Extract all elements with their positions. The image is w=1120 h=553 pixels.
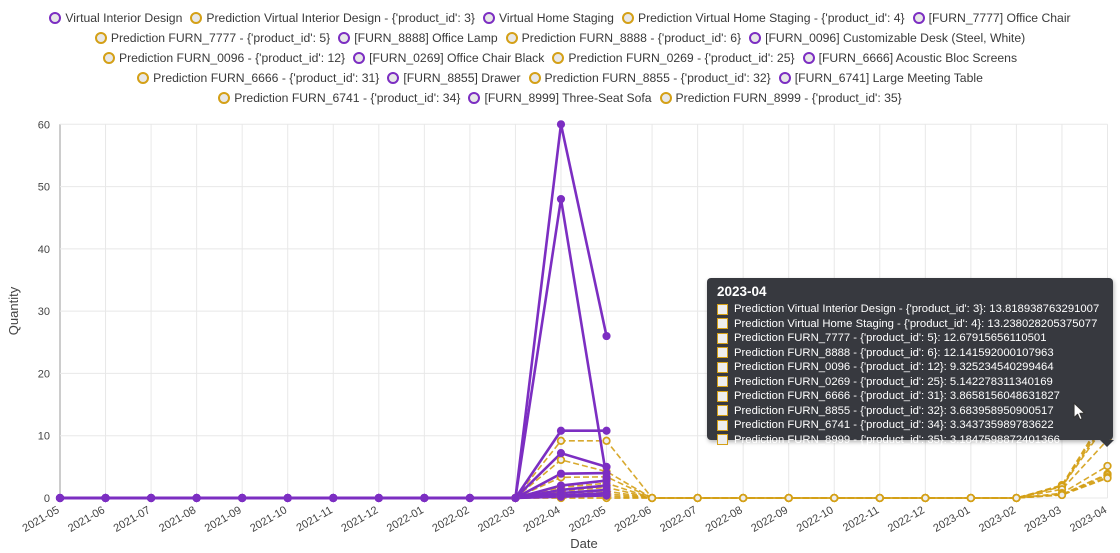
svg-text:60: 60 bbox=[38, 119, 50, 131]
svg-text:40: 40 bbox=[38, 244, 50, 256]
svg-text:2021-06: 2021-06 bbox=[66, 504, 107, 535]
svg-text:2021-10: 2021-10 bbox=[248, 504, 289, 535]
svg-text:2021-11: 2021-11 bbox=[294, 504, 334, 534]
svg-text:2023-02: 2023-02 bbox=[977, 504, 1018, 535]
svg-text:Date: Date bbox=[570, 536, 597, 551]
svg-text:2022-11: 2022-11 bbox=[841, 504, 881, 534]
svg-text:30: 30 bbox=[38, 306, 50, 318]
svg-text:2022-05: 2022-05 bbox=[567, 504, 608, 535]
svg-text:2021-07: 2021-07 bbox=[112, 504, 153, 535]
svg-text:2022-02: 2022-02 bbox=[430, 504, 471, 535]
svg-text:Quantity: Quantity bbox=[6, 286, 21, 335]
svg-text:2022-10: 2022-10 bbox=[795, 504, 836, 535]
svg-text:2022-07: 2022-07 bbox=[658, 504, 699, 535]
svg-text:2021-12: 2021-12 bbox=[339, 504, 380, 535]
svg-text:10: 10 bbox=[38, 431, 50, 443]
svg-text:2022-06: 2022-06 bbox=[613, 504, 654, 535]
svg-text:2022-03: 2022-03 bbox=[476, 504, 517, 535]
svg-text:2021-05: 2021-05 bbox=[21, 504, 62, 535]
svg-text:2021-09: 2021-09 bbox=[203, 504, 244, 535]
svg-text:20: 20 bbox=[38, 368, 50, 380]
svg-text:2022-12: 2022-12 bbox=[886, 504, 927, 535]
svg-text:2022-08: 2022-08 bbox=[704, 504, 745, 535]
svg-text:2023-01: 2023-01 bbox=[931, 504, 972, 535]
svg-text:50: 50 bbox=[38, 182, 50, 194]
svg-text:2022-01: 2022-01 bbox=[385, 504, 426, 535]
svg-text:2022-09: 2022-09 bbox=[749, 504, 790, 535]
svg-text:2022-04: 2022-04 bbox=[522, 504, 563, 535]
svg-text:2021-08: 2021-08 bbox=[157, 504, 198, 535]
svg-text:2023-03: 2023-03 bbox=[1022, 504, 1063, 535]
svg-text:0: 0 bbox=[44, 493, 50, 505]
svg-text:2023-04: 2023-04 bbox=[1068, 504, 1109, 535]
